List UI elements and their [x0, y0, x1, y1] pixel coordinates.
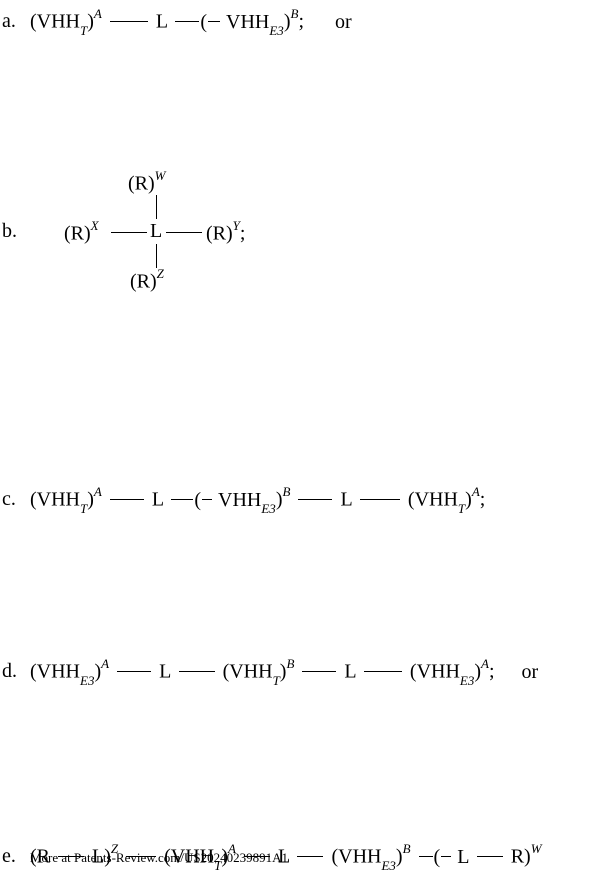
a-g2-open: VHH: [226, 11, 269, 33]
a-L: L: [156, 11, 167, 33]
d-g2-sub: T: [273, 673, 280, 688]
d-g2-sup: B: [286, 656, 294, 671]
a-paren-strike: (: [200, 11, 207, 33]
item-a-label: a.: [2, 10, 16, 33]
d-g1: (VHH: [30, 661, 80, 683]
e-bond-5: [477, 856, 503, 857]
d-bond-3: [302, 671, 336, 672]
a-bond-2a: [175, 21, 199, 22]
e-g2-close: ): [396, 846, 403, 868]
c-g1-close: ): [87, 489, 94, 511]
item-d-formula: (VHHE3)A L (VHHT)B L (VHHE3)A; or: [30, 658, 538, 687]
c-g3: (VHH: [408, 489, 458, 511]
a-bond-1: [110, 21, 148, 22]
item-d-label: d.: [2, 660, 17, 683]
e-g2-sub: E3: [381, 858, 395, 873]
b-vline-top: [156, 195, 157, 219]
c-g1-sup: A: [94, 484, 102, 499]
c-g1: (VHH: [30, 489, 80, 511]
item-b-cross: L (R)W (R)Z (R)X (R)Y;: [0, 170, 300, 310]
d-g3-sub: E3: [460, 673, 474, 688]
b-left: (R)X: [64, 220, 99, 246]
a-g1-sup: A: [94, 6, 102, 21]
c-g3-sub: T: [458, 501, 465, 516]
b-hline-left: [111, 232, 147, 233]
d-bond-2: [179, 671, 215, 672]
c-L2: L: [340, 489, 351, 511]
c-bond-2b: [202, 499, 212, 500]
c-g2-sup: B: [282, 484, 290, 499]
item-a-formula: (VHHT)A L ( VHHE3)B; or: [30, 8, 352, 37]
d-or: or: [522, 661, 539, 683]
c-g3-close: ): [465, 489, 472, 511]
c-bond-2a: [171, 499, 193, 500]
a-g1-sub: T: [80, 23, 87, 38]
b-bottom: (R)Z: [130, 268, 164, 294]
a-g2-sub: E3: [269, 23, 283, 38]
a-g1-close: ): [87, 11, 94, 33]
a-g1-open: (VHH: [30, 11, 80, 33]
e-g2-sup: B: [403, 841, 411, 856]
b-top-sup: W: [155, 168, 166, 183]
d-bond-1: [117, 671, 151, 672]
c-tail: ;: [480, 489, 486, 511]
d-g1-sup: A: [101, 656, 109, 671]
d-g3: (VHH: [410, 661, 460, 683]
e-g3a: L: [457, 846, 468, 868]
e-bond-4b: [441, 856, 451, 857]
d-g2: (VHH: [223, 661, 273, 683]
d-g1-sub: E3: [80, 673, 94, 688]
c-paren-strike: (: [194, 489, 201, 511]
e-g3-sup: W: [531, 841, 542, 856]
b-bottom-text: (R): [130, 271, 157, 293]
item-c-formula: (VHHT)A L ( VHHE3)B L (VHHT)A;: [30, 486, 485, 515]
e-bond-3: [297, 856, 323, 857]
b-top: (R)W: [128, 170, 166, 196]
d-g3-sup: A: [481, 656, 489, 671]
c-g2-sub: E3: [261, 501, 275, 516]
a-tail: ;: [298, 11, 304, 33]
item-e-label: e.: [2, 845, 16, 868]
d-L1: L: [159, 661, 170, 683]
page: a. (VHHT)A L ( VHHE3)B; or b. L (R)W (R)…: [0, 0, 590, 888]
b-vline-bottom: [156, 244, 157, 268]
c-g1-sub: T: [80, 501, 87, 516]
b-top-text: (R): [128, 173, 155, 195]
b-left-text: (R): [64, 223, 91, 245]
b-right: (R)Y;: [206, 220, 245, 246]
b-right-tail: ;: [240, 223, 246, 245]
b-hline-right: [166, 232, 202, 233]
b-right-text: (R): [206, 223, 233, 245]
e-paren-strike: (: [434, 846, 441, 868]
c-L1: L: [152, 489, 163, 511]
a-or: or: [335, 11, 352, 33]
d-L2: L: [344, 661, 355, 683]
watermark-text: More at Patents-Review.com/US20240239891…: [30, 850, 288, 866]
e-g3b: R): [511, 846, 531, 868]
b-center: L: [150, 220, 162, 243]
d-bond-4: [364, 671, 402, 672]
c-g3-sup: A: [472, 484, 480, 499]
a-bond-2b: [208, 21, 220, 22]
a-g2-sup: B: [290, 6, 298, 21]
e-bond-4a: [419, 856, 433, 857]
b-left-sup: X: [91, 218, 99, 233]
c-bond-1: [110, 499, 144, 500]
d-tail: ;: [489, 661, 495, 683]
c-bond-3: [298, 499, 332, 500]
e-g2: (VHH: [331, 846, 381, 868]
c-bond-4: [360, 499, 400, 500]
b-bottom-sup: Z: [157, 266, 164, 281]
c-g2: VHH: [218, 489, 261, 511]
item-c-label: c.: [2, 488, 16, 511]
b-right-sup: Y: [233, 218, 240, 233]
